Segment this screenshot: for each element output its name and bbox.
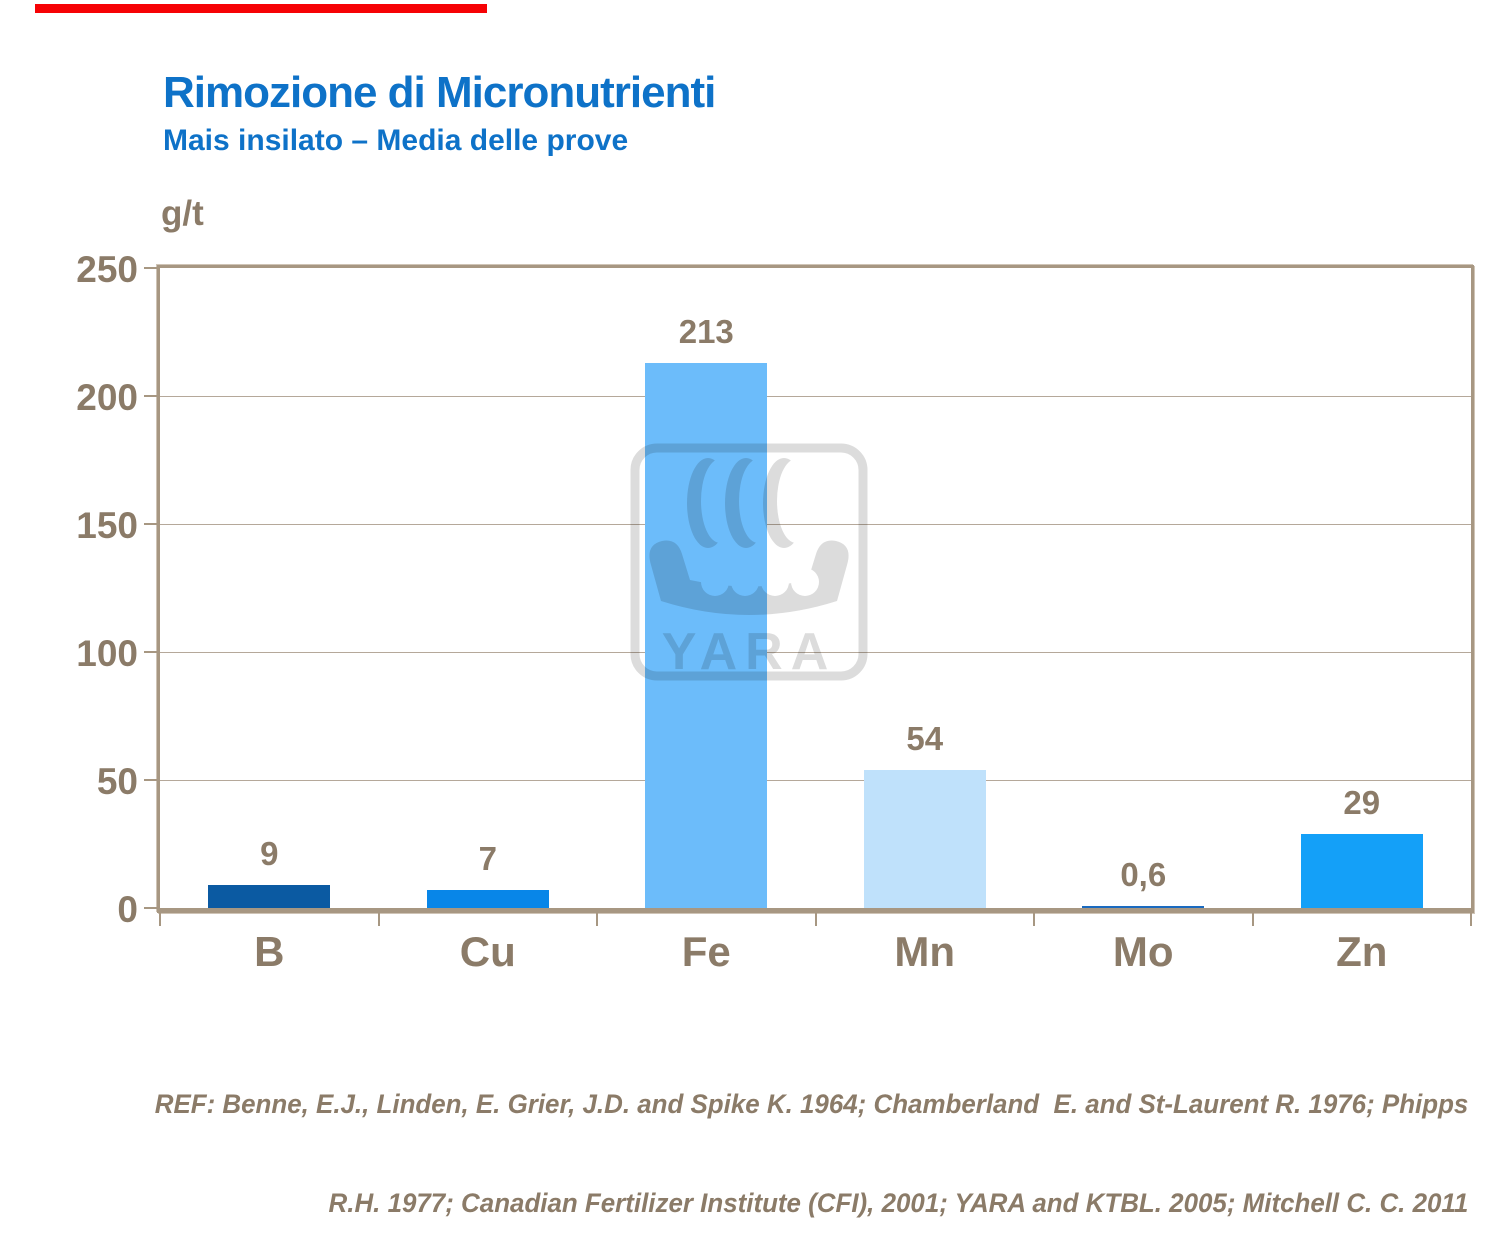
gridline-200: [160, 396, 1471, 397]
y-axis-unit-label: g/t: [161, 194, 204, 233]
value-label-Mn: 54: [906, 720, 944, 757]
category-label-Cu: Cu: [459, 928, 516, 975]
reference-footnote: REF: Benne, E.J., Linden, E. Grier, J.D.…: [154, 1022, 1468, 1253]
slide: { "player": { "progress_color": "#f60205…: [35, 4, 1474, 1218]
x-axis-boundary-tick-5: [1251, 913, 1254, 926]
reference-line-2: R.H. 1977; Canadian Fertilizer Institute…: [328, 1188, 1468, 1218]
bar-Mo: [1082, 906, 1205, 908]
category-label-Mo: Mo: [1112, 928, 1174, 975]
bar-B: [208, 885, 331, 908]
value-label-Fe: 213: [678, 313, 734, 350]
category-label-Zn: Zn: [1336, 928, 1388, 975]
y-axis-label-250: 250: [76, 249, 138, 290]
value-label-Zn: 29: [1343, 784, 1381, 821]
reference-line-1: REF: Benne, E.J., Linden, E. Grier, J.D.…: [154, 1089, 1468, 1119]
page-title: Rimozione di Micronutrienti: [163, 68, 716, 117]
category-label-B: B: [254, 928, 285, 975]
y-axis-tick-0: [144, 907, 157, 909]
category-label-Fe: Fe: [681, 928, 731, 975]
y-axis-label-100: 100: [76, 633, 138, 674]
y-axis-label-50: 50: [96, 761, 138, 802]
bar-Fe: [645, 363, 768, 908]
x-axis-boundary-tick-6: [1470, 913, 1472, 926]
gridline-150: [160, 524, 1471, 525]
bar-chart-plot-area: 0 50 100 150 200 250 9 B 7 Cu 213 Fe 54 Mn 0,6 Mo 29 Zn: [76, 249, 1474, 975]
y-axis-label-200: 200: [76, 377, 138, 418]
page-subtitle: Mais insilato – Media delle prove: [163, 124, 629, 157]
y-axis-label-150: 150: [76, 505, 138, 546]
gridline-100: [160, 652, 1471, 653]
y-axis-tick-50: [144, 779, 157, 781]
value-label-Cu: 7: [478, 840, 497, 877]
x-axis-boundary-tick-4: [1033, 913, 1035, 926]
value-label-Mo: 0,6: [1120, 856, 1167, 893]
x-axis-boundary-tick-1: [377, 913, 380, 926]
y-axis-label-0: 0: [117, 889, 138, 930]
x-axis-boundary-tick-2: [596, 913, 598, 926]
x-axis-boundary-tick-3: [814, 913, 817, 926]
bar-Zn: [1300, 834, 1423, 908]
y-axis-tick-250: [144, 267, 157, 269]
y-axis-tick-150: [144, 523, 157, 525]
player-progress-bar[interactable]: [35, 4, 487, 13]
gridline-50: [160, 780, 1471, 781]
bar-Mn: [863, 770, 986, 908]
x-axis-boundary-tick-0: [159, 913, 161, 926]
value-label-B: 9: [260, 835, 279, 872]
y-axis-tick-200: [144, 395, 157, 397]
y-axis-tick-100: [144, 651, 157, 653]
bar-Cu: [426, 890, 549, 908]
category-label-Mn: Mn: [894, 928, 956, 975]
